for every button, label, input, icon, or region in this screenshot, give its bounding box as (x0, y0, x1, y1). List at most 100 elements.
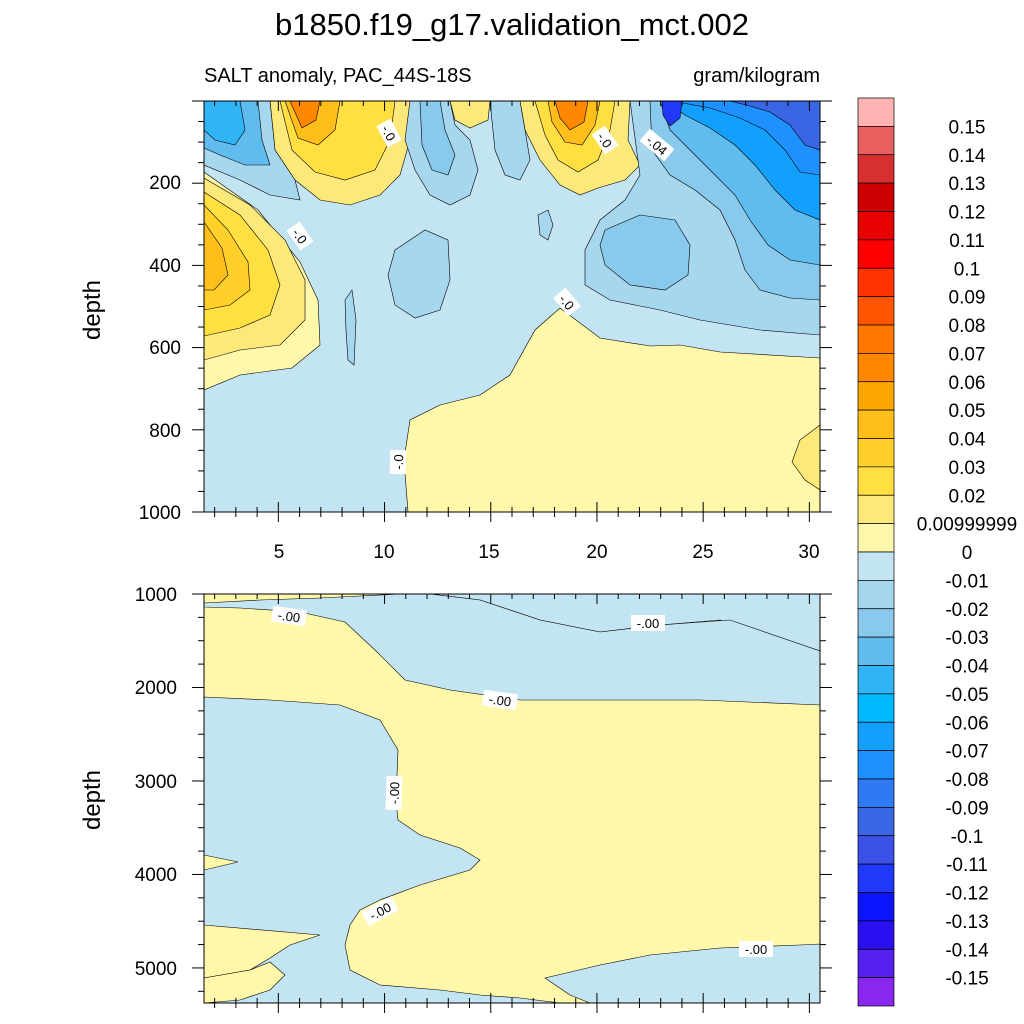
upper-contour-label: -.0 (376, 118, 402, 148)
colorbar-level-label: 0.05 (949, 401, 986, 422)
lower-panel: 1000 2000 3000 4000 5000 depth -.00 -.00… (79, 585, 832, 1013)
colorbar-swatch (857, 154, 895, 184)
upper-y-axis-label: depth (79, 280, 106, 340)
colorbar-swatch (857, 977, 895, 1007)
colorbar-level-label: -0.08 (945, 770, 988, 791)
colorbar-level-label: -0.06 (945, 713, 988, 734)
colorbar-swatch (857, 608, 895, 638)
fill-neg-upper-mid-inner (419, 101, 456, 176)
fill-neg-bottom-right (544, 943, 820, 1003)
lower-contour-label: -.00 (271, 605, 307, 627)
colorbar-swatch (857, 239, 895, 269)
colorbar-level-label: 0.12 (949, 203, 986, 224)
colorbar-swatch (857, 892, 895, 922)
colorbar-level-label: 0.15 (949, 117, 986, 138)
lower-contour-label: -.00 (631, 615, 665, 631)
fill-pos-small (449, 101, 491, 129)
svg-text:-.0: -.0 (556, 292, 577, 313)
colorbar-swatch (857, 267, 895, 297)
svg-text:-.00: -.00 (488, 692, 512, 710)
x-tick-label: 20 (586, 542, 607, 563)
lower-y-tick-label: 4000 (135, 865, 177, 886)
colorbar-swatch (857, 466, 895, 496)
variable-subtitle: SALT anomaly, PAC_44S-18S (204, 65, 472, 87)
colorbar-swatch (857, 324, 895, 354)
lower-contour-label: -.00 (482, 689, 518, 711)
colorbar: 0.15 0.14 0.13 0.12 0.11 0.1 0.09 0.08 0.07 0.06 0… (857, 97, 1017, 1007)
svg-text:-.0: -.0 (289, 226, 310, 247)
colorbar-level-label: -0.03 (945, 628, 988, 649)
upper-y-tick-label: 200 (149, 173, 181, 194)
colorbar-level-label: -0.1 (951, 827, 984, 848)
fill-neg-right-blob (599, 214, 691, 291)
chart-title: b1850.f19_g17.validation_mct.002 (275, 7, 749, 42)
fill-neg-mid-band (204, 594, 820, 706)
lower-y-axis-label: depth (79, 770, 106, 830)
lower-y-tick-label: 3000 (135, 772, 177, 793)
upper-contour-label: -.0 (553, 287, 581, 317)
svg-text:-.00: -.00 (387, 782, 403, 805)
colorbar-level-label: 0 (962, 543, 973, 564)
colorbar-swatch (857, 494, 895, 524)
colorbar-swatch (857, 182, 895, 212)
colorbar-swatch (857, 296, 895, 326)
colorbar-level-label: 0.11 (949, 231, 985, 252)
lower-y-tick-label: 1000 (135, 585, 177, 606)
colorbar-swatch (857, 438, 895, 468)
colorbar-level-label: -0.02 (945, 600, 988, 621)
colorbar-level-label: -0.13 (945, 912, 988, 933)
colorbar-swatch (857, 665, 895, 695)
colorbar-swatch (857, 523, 895, 553)
svg-text:-.0: -.0 (378, 123, 398, 143)
fill-neg-right-peak (661, 101, 683, 127)
colorbar-level-label: -0.01 (945, 571, 988, 592)
colorbar-level-label: -0.04 (945, 657, 989, 678)
x-tick-label: 30 (798, 542, 819, 563)
upper-panel: 200 400 600 800 1000 5 10 15 20 25 30 de… (79, 100, 832, 563)
colorbar-level-label: 0.03 (949, 458, 986, 479)
colorbar-level-label: 0.06 (949, 373, 986, 394)
lower-contour-label: -.00 (385, 775, 403, 811)
units-subtitle: gram/kilogram (693, 65, 820, 87)
colorbar-swatch (857, 126, 895, 156)
colorbar-level-label: 0.07 (949, 344, 986, 365)
svg-text:-.0: -.0 (391, 454, 407, 470)
fill-neg-blob-center (387, 229, 451, 319)
fill-pos-left-peak (204, 221, 229, 291)
upper-y-tick-label: 400 (149, 256, 181, 277)
svg-text:-.00: -.00 (277, 608, 301, 626)
colorbar-swatch (857, 381, 895, 411)
colorbar-swatch (857, 778, 895, 808)
lower-y-tick-label: 5000 (135, 959, 177, 980)
colorbar-swatch (857, 580, 895, 610)
colorbar-swatch (857, 863, 895, 893)
upper-y-tick-label: 600 (149, 338, 181, 359)
colorbar-swatch (857, 551, 895, 581)
colorbar-level-label: 0.14 (949, 146, 986, 167)
svg-text:-.0: -.0 (594, 130, 615, 151)
colorbar-level-label: 0.13 (949, 174, 986, 195)
x-tick-label: 15 (478, 542, 499, 563)
lower-contour-fills (204, 594, 820, 1003)
colorbar-level-label: 0.09 (949, 288, 986, 309)
colorbar-swatch (857, 920, 895, 950)
colorbar-swatch (857, 721, 895, 751)
lower-y-tick-label: 2000 (135, 678, 177, 699)
x-tick-label: 25 (692, 542, 713, 563)
colorbar-level-label: -0.12 (945, 884, 988, 905)
colorbar-swatch (857, 948, 895, 978)
fill-pos-right-peak (554, 101, 589, 131)
colorbar-swatch (857, 409, 895, 439)
colorbar-swatch (857, 835, 895, 865)
colorbar-level-label: 0.04 (949, 430, 986, 451)
colorbar-swatch (857, 807, 895, 837)
upper-y-tick-label: 1000 (139, 503, 181, 524)
upper-axis-ticks (192, 100, 832, 522)
colorbar-level-label: -0.09 (945, 798, 988, 819)
upper-contour-label: -.0 (591, 125, 619, 155)
upper-contour-fills (204, 101, 820, 512)
fill-neg-blob-tiny (537, 209, 554, 241)
upper-contour-label: -.0 (389, 449, 407, 475)
fill-neg-blob-small (344, 289, 357, 366)
